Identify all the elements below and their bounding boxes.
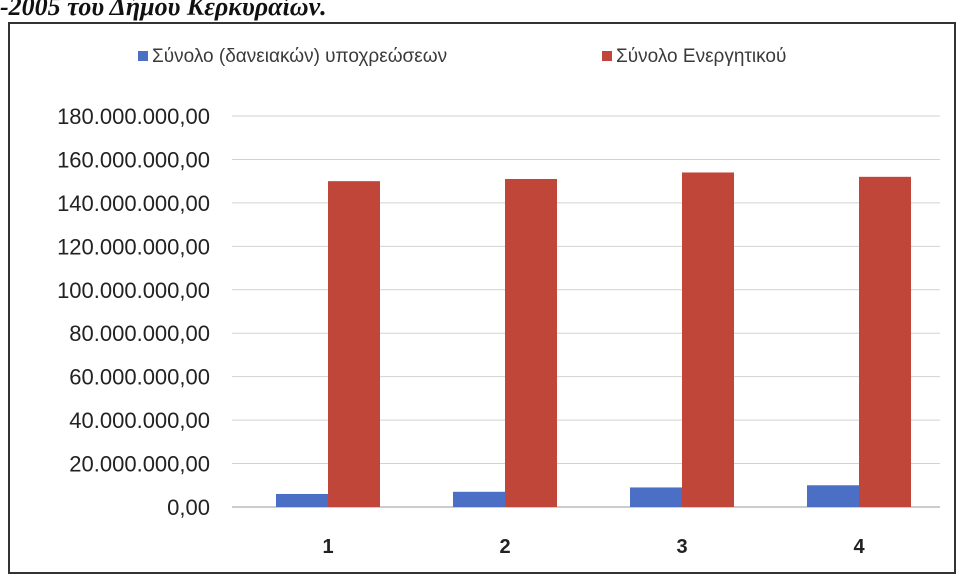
bar-liabilities [807,485,859,507]
bar-assets [682,172,734,507]
bar-chart: 0,00 20.000.000,00 40.000.000,00 60.000.000… [57,46,940,558]
x-tick-label: 4 [853,536,865,558]
y-tick-label: 80.000.000,00 [69,321,210,346]
y-tick-label: 0,00 [167,495,210,520]
legend-swatch [138,51,148,61]
bar-assets [859,176,911,508]
bar-assets [505,178,557,507]
y-tick-label: 20.000.000,00 [69,452,210,477]
legend-label: Σύνολο Ενεργητικού [616,46,786,67]
bar-liabilities [630,487,682,507]
y-tick-label: 140.000.000,00 [57,191,210,216]
x-tick-label: 2 [499,536,510,558]
bar-liabilities [276,493,328,507]
y-tick-label: 180.000.000,00 [57,104,210,129]
chart-frame: 0,00 20.000.000,00 40.000.000,00 60.000.000… [8,22,956,574]
y-tick-label: 160.000.000,00 [57,147,210,172]
y-tick-label: 40.000.000,00 [69,408,210,433]
legend-swatch [602,51,612,61]
legend-label: Σύνολο (δανειακών) υποχρεώσεων [152,46,447,67]
bar-assets [328,181,380,507]
x-tick-label: 1 [322,536,333,558]
x-tick-label: 3 [676,536,687,558]
bar-liabilities [453,491,505,507]
y-tick-label: 100.000.000,00 [57,278,210,303]
y-tick-label: 60.000.000,00 [69,365,210,390]
figure-caption: -2005 του Δήμου Κερκυραίων. [0,0,327,21]
y-tick-label: 120.000.000,00 [57,234,210,259]
